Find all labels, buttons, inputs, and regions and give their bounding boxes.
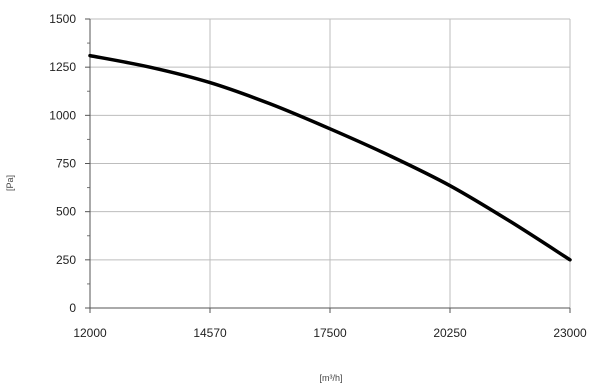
y-tick-label: 750 xyxy=(56,157,76,171)
y-tick-label: 500 xyxy=(56,205,76,219)
y-tick-label: 1250 xyxy=(49,60,76,74)
x-tick-label: 12000 xyxy=(73,326,107,340)
x-tick-label: 23000 xyxy=(553,326,587,340)
x-axis-label: [m³/h] xyxy=(319,373,342,383)
x-tick-label: 17500 xyxy=(313,326,347,340)
tick-labels: 0 250 500 750 1000 1250 1500 12000 14570 17500 202… xyxy=(49,12,587,340)
x-tick-label: 14570 xyxy=(193,326,227,340)
x-tick-label: 20250 xyxy=(433,326,467,340)
y-axis-label: [Pa] xyxy=(5,175,15,191)
grid xyxy=(89,18,571,309)
y-tick-label: 250 xyxy=(56,253,76,267)
axes xyxy=(85,18,571,313)
series-line xyxy=(88,53,572,262)
y-tick-label: 0 xyxy=(69,301,76,315)
series-layer xyxy=(88,53,572,262)
y-tick-label: 1500 xyxy=(49,12,76,26)
y-tick-label: 1000 xyxy=(49,108,76,122)
